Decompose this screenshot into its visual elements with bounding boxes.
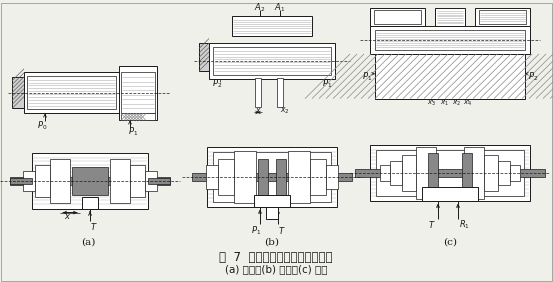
Bar xyxy=(266,207,278,219)
Bar xyxy=(462,153,472,193)
Text: $P_1$: $P_1$ xyxy=(128,125,138,138)
Bar xyxy=(370,8,425,26)
Bar xyxy=(121,113,155,120)
Text: $x_3$: $x_3$ xyxy=(427,99,436,108)
Bar xyxy=(326,165,338,189)
Bar xyxy=(402,155,416,191)
Text: $A_2$: $A_2$ xyxy=(254,1,265,14)
Bar xyxy=(213,152,331,202)
Text: $T$: $T$ xyxy=(428,219,436,230)
Text: $P_2$: $P_2$ xyxy=(212,78,222,90)
Bar xyxy=(370,26,530,54)
Text: $P_1$: $P_1$ xyxy=(322,78,332,90)
Bar xyxy=(234,151,256,203)
Bar xyxy=(276,159,286,195)
Bar xyxy=(464,147,484,199)
Bar xyxy=(72,167,108,195)
Bar xyxy=(435,8,465,26)
Bar xyxy=(209,43,335,79)
Bar xyxy=(376,150,524,196)
Bar xyxy=(258,159,268,195)
Bar xyxy=(375,54,525,99)
Bar xyxy=(498,161,510,185)
Bar xyxy=(428,153,438,193)
Text: $T$: $T$ xyxy=(278,225,286,236)
Text: $T$: $T$ xyxy=(90,221,98,232)
Bar xyxy=(10,177,170,185)
Bar xyxy=(416,147,436,199)
Bar xyxy=(374,10,421,24)
Bar xyxy=(27,76,116,109)
Text: $x_4$: $x_4$ xyxy=(463,99,473,108)
Bar xyxy=(192,173,352,181)
Bar xyxy=(50,159,70,203)
Text: $P_0$: $P_0$ xyxy=(37,119,47,132)
Bar xyxy=(380,165,390,181)
Bar xyxy=(35,165,50,197)
Text: $x$: $x$ xyxy=(254,106,262,115)
Bar xyxy=(390,161,402,185)
Bar xyxy=(110,159,130,203)
Text: $P_1$: $P_1$ xyxy=(251,224,261,237)
Text: $x$: $x$ xyxy=(64,212,72,221)
Bar xyxy=(277,78,283,107)
Bar xyxy=(119,66,157,120)
Text: $x_2$: $x_2$ xyxy=(280,105,290,116)
Bar xyxy=(310,159,326,195)
Bar xyxy=(355,169,545,177)
Text: (b): (b) xyxy=(264,238,279,247)
Text: $P_2$: $P_2$ xyxy=(528,70,538,83)
Text: $x_1$: $x_1$ xyxy=(440,99,448,108)
Text: 图  7  单边、双边和四边控制滑阀: 图 7 单边、双边和四边控制滑阀 xyxy=(219,251,333,264)
Text: (c): (c) xyxy=(443,238,457,247)
Bar xyxy=(130,165,145,197)
Text: (a) 单边；(b) 双边；(c) 四边: (a) 单边；(b) 双边；(c) 四边 xyxy=(225,264,327,274)
Bar xyxy=(10,178,32,184)
Bar xyxy=(199,43,209,71)
Bar xyxy=(32,153,148,209)
Bar xyxy=(254,195,290,207)
Text: (a): (a) xyxy=(81,238,95,247)
Text: $x_2$: $x_2$ xyxy=(451,99,461,108)
Bar xyxy=(232,16,312,36)
Text: $R_1$: $R_1$ xyxy=(458,218,469,231)
Bar xyxy=(12,77,24,109)
Text: $P_1$: $P_1$ xyxy=(362,70,372,83)
Bar xyxy=(255,78,261,107)
Bar xyxy=(288,151,310,203)
Bar xyxy=(148,178,170,184)
Bar xyxy=(479,10,526,24)
Bar xyxy=(23,171,35,191)
Bar xyxy=(206,165,218,189)
Bar xyxy=(375,30,525,50)
Bar xyxy=(370,145,530,201)
Bar xyxy=(82,197,98,209)
Bar xyxy=(510,165,520,181)
Bar xyxy=(422,187,478,201)
Text: $A_1$: $A_1$ xyxy=(274,1,286,14)
Bar xyxy=(484,155,498,191)
Bar xyxy=(121,72,155,113)
Bar xyxy=(475,8,530,26)
Bar xyxy=(145,171,157,191)
Bar xyxy=(218,159,234,195)
Bar xyxy=(207,147,337,207)
Bar xyxy=(213,47,331,75)
Bar xyxy=(24,72,119,113)
